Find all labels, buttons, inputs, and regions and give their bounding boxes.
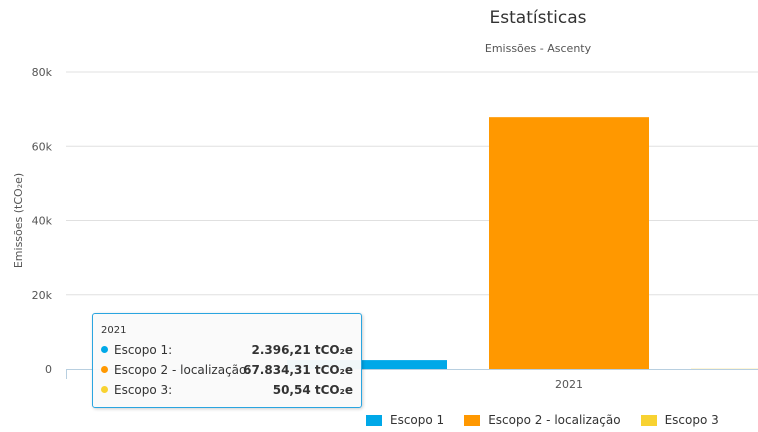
tooltip-value: 2.396,21 tCO₂e <box>251 343 353 357</box>
bar-escopo-1 <box>287 360 447 369</box>
bar-escopo-2-localiza-o <box>489 117 649 369</box>
legend-label: Escopo 1 <box>390 413 445 427</box>
tooltip-label: Escopo 1: <box>114 343 173 357</box>
tooltip: 2021 Escopo 1: 2.396,21 tCO₂e Escopo 2 - … <box>92 313 362 408</box>
series-dot-icon <box>101 366 108 373</box>
tooltip-row: Escopo 3: 50,54 tCO₂e <box>101 383 353 399</box>
tooltip-value: 67.834,31 tCO₂e <box>243 363 353 377</box>
y-tick-label: 0 <box>45 363 52 376</box>
chart-subtitle: Emissões - Ascenty <box>484 42 592 55</box>
y-tick-label: 80k <box>32 66 53 79</box>
y-tick-label: 40k <box>32 215 53 228</box>
tooltip-row: Escopo 1: 2.396,21 tCO₂e <box>101 343 353 359</box>
tooltip-header: 2021 <box>101 325 127 336</box>
chart-title: Estatísticas <box>489 8 587 28</box>
legend-label: Escopo 3 <box>664 413 719 427</box>
series-dot-icon <box>101 386 108 393</box>
y-tick-label: 20k <box>32 289 53 302</box>
tooltip-value: 50,54 tCO₂e <box>272 383 353 397</box>
legend-label: Escopo 2 - localização <box>488 413 621 427</box>
legend-item-escopo-2[interactable]: Escopo 2 - localização <box>464 413 621 427</box>
series-dot-icon <box>101 346 108 353</box>
y-tick-label: 60k <box>32 140 53 153</box>
y-axis-title: Emissões (tCO₂e) <box>12 173 25 268</box>
tooltip-row: Escopo 2 - localização: 67.834,31 tCO₂e <box>101 363 353 379</box>
legend-item-escopo-3[interactable]: Escopo 3 <box>640 413 719 427</box>
x-tick-label: 2021 <box>555 378 583 391</box>
tooltip-label: Escopo 2 - localização: <box>114 363 251 377</box>
tooltip-label: Escopo 3: <box>114 383 173 397</box>
legend: Escopo 1 Escopo 2 - localização Escopo 3 <box>366 413 719 427</box>
legend-item-escopo-1[interactable]: Escopo 1 <box>366 413 444 427</box>
